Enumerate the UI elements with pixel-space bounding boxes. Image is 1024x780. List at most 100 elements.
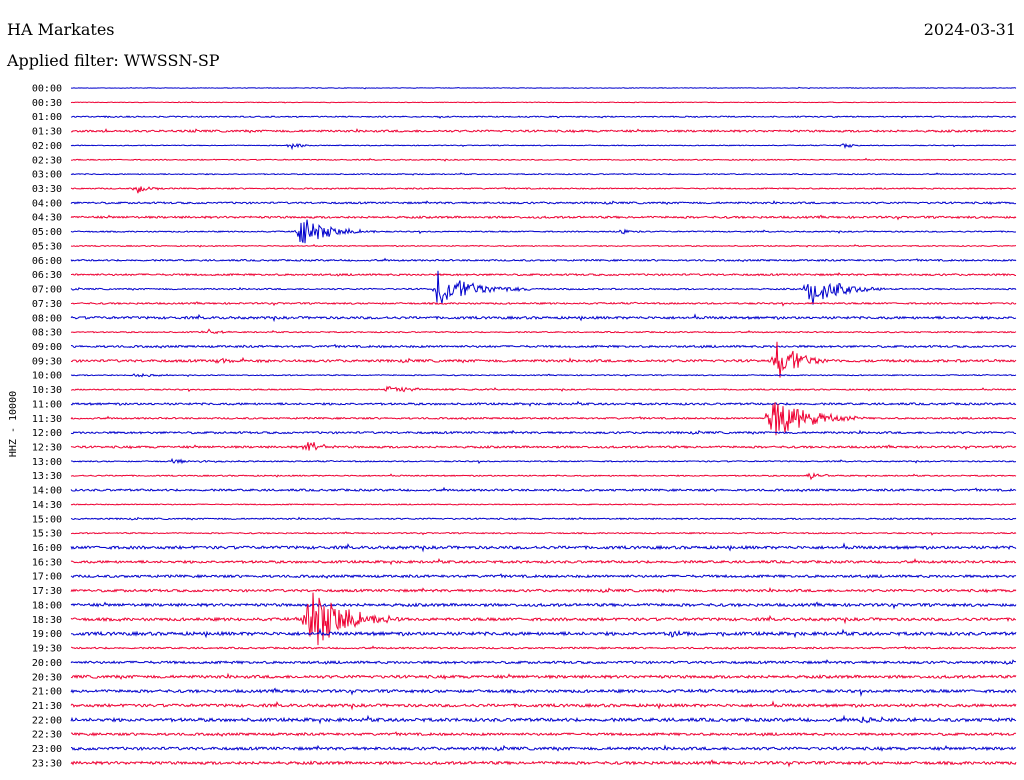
trace-row-0130 xyxy=(70,128,1017,134)
time-tick-label: 12:00 xyxy=(32,428,62,439)
trace-row-1500 xyxy=(70,516,1017,521)
time-tick-label: 18:00 xyxy=(32,600,62,611)
time-tick-label: 04:30 xyxy=(32,213,62,224)
trace-row-1330 xyxy=(70,472,1017,481)
time-tick-label: 15:30 xyxy=(32,529,62,540)
trace-row-0200 xyxy=(70,142,1017,151)
time-tick-label: 01:00 xyxy=(32,112,62,123)
time-tick-label: 20:30 xyxy=(32,672,62,683)
trace-row-1830 xyxy=(70,592,1017,646)
time-tick-label: 20:00 xyxy=(32,658,62,669)
time-tick-label: 16:30 xyxy=(32,557,62,568)
time-tick-label: 07:30 xyxy=(32,299,62,310)
trace-row-0230 xyxy=(70,157,1017,162)
trace-row-1400 xyxy=(70,486,1017,493)
tick-label-group: 00:00 00:30 01:00 01:30 02:00 02:30 03:00 03:30… xyxy=(32,84,62,770)
trace-row-0530 xyxy=(70,243,1017,248)
time-tick-label: 10:00 xyxy=(32,371,62,382)
trace-row-0300 xyxy=(70,172,1017,176)
time-tick-label: 14:30 xyxy=(32,500,62,511)
time-tick-label: 06:30 xyxy=(32,270,62,281)
filter-label: Applied filter: WWSSN-SP xyxy=(7,51,220,70)
trace-row-1800 xyxy=(70,601,1017,610)
time-tick-label: 08:30 xyxy=(32,328,62,339)
trace-row-1130 xyxy=(70,402,1017,436)
trace-row-0600 xyxy=(70,257,1017,263)
trace-row-0400 xyxy=(70,200,1017,206)
trace-row-2100 xyxy=(70,687,1017,697)
time-tick-label: 02:30 xyxy=(32,155,62,166)
time-tick-label: 10:30 xyxy=(32,385,62,396)
time-tick-label: 19:00 xyxy=(32,629,62,640)
trace-row-0330 xyxy=(70,186,1017,194)
time-tick-label: 12:30 xyxy=(32,443,62,454)
time-tick-label: 06:00 xyxy=(32,256,62,267)
trace-row-0700 xyxy=(70,270,1017,305)
trace-row-0730 xyxy=(70,301,1017,307)
time-tick-label: 17:00 xyxy=(32,572,62,583)
trace-row-1730 xyxy=(70,587,1017,594)
trace-row-0100 xyxy=(70,115,1017,119)
trace-row-0900 xyxy=(70,343,1017,349)
trace-row-1200 xyxy=(70,429,1017,435)
time-tick-label: 05:30 xyxy=(32,241,62,252)
time-tick-label: 15:00 xyxy=(32,514,62,525)
trace-row-1600 xyxy=(70,542,1017,553)
time-tick-label: 03:00 xyxy=(32,170,62,181)
trace-row-0500 xyxy=(70,219,1017,244)
time-tick-label: 07:00 xyxy=(32,285,62,296)
trace-row-0000 xyxy=(70,86,1017,90)
time-tick-label: 03:30 xyxy=(32,184,62,195)
time-tick-label: 14:00 xyxy=(32,486,62,497)
time-tick-label: 02:00 xyxy=(32,141,62,152)
trace-row-2300 xyxy=(70,744,1017,752)
trace-row-0930 xyxy=(70,341,1017,378)
trace-row-2000 xyxy=(70,659,1017,665)
trace-row-2230 xyxy=(70,731,1017,737)
time-tick-label: 08:00 xyxy=(32,313,62,324)
trace-row-1030 xyxy=(70,385,1017,393)
time-tick-label: 00:30 xyxy=(32,98,62,109)
time-tick-label: 13:00 xyxy=(32,457,62,468)
time-tick-label: 11:00 xyxy=(32,399,62,410)
trace-row-0830 xyxy=(70,328,1017,335)
time-tick-label: 09:00 xyxy=(32,342,62,353)
trace-row-1100 xyxy=(70,400,1017,407)
trace-row-2030 xyxy=(70,672,1017,680)
time-tick-label: 21:00 xyxy=(32,687,62,698)
time-tick-label: 23:00 xyxy=(32,744,62,755)
trace-row-0030 xyxy=(70,101,1017,104)
trace-row-1700 xyxy=(70,573,1017,579)
time-tick-label: 18:30 xyxy=(32,615,62,626)
time-tick-label: 13:30 xyxy=(32,471,62,482)
trace-row-1530 xyxy=(70,531,1017,536)
record-date: 2024-03-31 xyxy=(923,20,1016,39)
time-tick-label: 23:30 xyxy=(32,758,62,769)
trace-row-1000 xyxy=(70,372,1017,378)
trace-row-1630 xyxy=(70,557,1017,566)
time-tick-label: 11:30 xyxy=(32,414,62,425)
trace-row-0630 xyxy=(70,272,1017,277)
trace-row-0430 xyxy=(70,214,1017,221)
trace-row-2130 xyxy=(70,700,1017,711)
time-tick-label: 00:00 xyxy=(32,84,62,95)
trace-row-2200 xyxy=(70,714,1017,725)
trace-row-1900 xyxy=(70,627,1017,639)
time-tick-label: 17:30 xyxy=(32,586,62,597)
time-tick-label: 09:30 xyxy=(32,356,62,367)
time-tick-label: 04:00 xyxy=(32,198,62,209)
trace-group xyxy=(70,86,1017,768)
time-tick-label: 05:00 xyxy=(32,227,62,238)
trace-row-0800 xyxy=(70,313,1017,323)
time-tick-label: 01:30 xyxy=(32,127,62,138)
station-title: HA Markates xyxy=(7,20,115,39)
trace-row-1300 xyxy=(70,457,1017,465)
time-tick-label: 22:00 xyxy=(32,715,62,726)
time-tick-label: 16:00 xyxy=(32,543,62,554)
trace-row-2330 xyxy=(70,759,1017,768)
time-tick-label: 21:30 xyxy=(32,701,62,712)
trace-row-1430 xyxy=(70,502,1017,506)
trace-row-1930 xyxy=(70,645,1017,650)
y-axis-label: HHZ - 10000 xyxy=(8,391,19,457)
